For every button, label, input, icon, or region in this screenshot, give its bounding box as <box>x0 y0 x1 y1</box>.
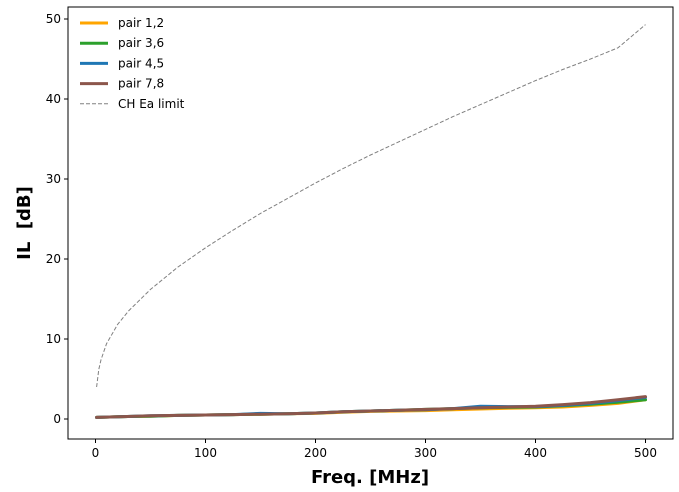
x-tick-label: 400 <box>524 446 547 460</box>
plot-area <box>68 7 673 439</box>
legend-label-pair-3-6: pair 3,6 <box>118 36 164 50</box>
y-tick-label: 10 <box>46 332 61 346</box>
series-line-pair-7-8 <box>95 395 647 419</box>
plot-frame <box>67 6 674 440</box>
y-tick-label: 30 <box>46 172 61 186</box>
y-tick-label: 0 <box>53 412 61 426</box>
legend-label-pair-4-5: pair 4,5 <box>118 56 164 70</box>
legend: pair 1,2 pair 3,6 pair 4,5 pair 7,8 CH Ea li… <box>80 16 185 111</box>
series-line-ch-ea-limit <box>96 24 646 388</box>
legend-label-pair-1-2: pair 1,2 <box>118 16 164 30</box>
y-axis: 0 10 20 30 40 50 <box>46 12 68 426</box>
x-axis: 0 100 200 300 400 500 <box>92 439 657 460</box>
x-tick-label: 200 <box>304 446 327 460</box>
x-tick-label: 300 <box>414 446 437 460</box>
legend-label-ch-ea-limit: CH Ea limit <box>118 97 185 111</box>
y-tick-label: 50 <box>46 12 61 26</box>
y-axis-title: IL [dB] <box>14 186 35 260</box>
x-tick-label: 100 <box>194 446 217 460</box>
x-tick-label: 500 <box>634 446 657 460</box>
series-layer <box>95 24 647 419</box>
y-tick-label: 20 <box>46 252 61 266</box>
y-tick-label: 40 <box>46 92 61 106</box>
x-axis-title: Freq. [MHz] <box>311 467 429 488</box>
x-tick-label: 0 <box>92 446 100 460</box>
legend-label-pair-7-8: pair 7,8 <box>118 77 164 91</box>
